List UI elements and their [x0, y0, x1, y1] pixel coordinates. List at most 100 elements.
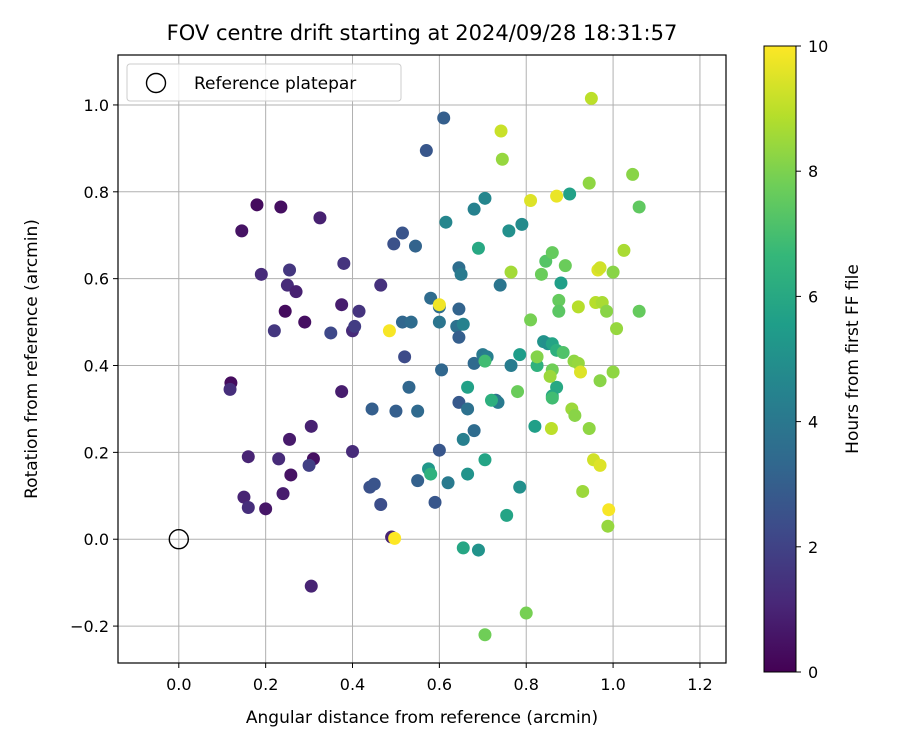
x-tick-label: 0.4 — [340, 675, 365, 694]
data-point — [272, 452, 286, 466]
y-tick-label: 0.2 — [84, 443, 109, 462]
data-point — [298, 315, 312, 329]
y-tick-label: 0.8 — [84, 183, 109, 202]
colorbar: 0 2 4 6 8 10 Hours from first FF file — [763, 37, 863, 682]
data-point — [461, 402, 475, 416]
data-point — [545, 246, 559, 260]
data-point — [324, 326, 338, 340]
data-point — [382, 324, 396, 338]
data-point — [576, 484, 590, 498]
data-points — [223, 91, 646, 642]
data-point — [550, 189, 564, 203]
data-point — [337, 256, 351, 270]
x-tick-label: 0.8 — [514, 675, 539, 694]
colorbar-tick-label: 8 — [808, 162, 818, 181]
data-point — [388, 531, 402, 545]
data-point — [235, 224, 249, 238]
data-point — [284, 468, 298, 482]
data-point — [519, 606, 533, 620]
data-point — [544, 421, 558, 435]
y-tick-label: 1.0 — [84, 96, 109, 115]
data-point — [478, 354, 492, 368]
data-point — [441, 476, 455, 490]
data-point — [500, 508, 514, 522]
data-point — [374, 278, 388, 292]
y-axis-ticks: −0.2 0.0 0.2 0.4 0.6 0.8 1.0 — [70, 96, 118, 636]
data-point — [274, 200, 288, 214]
data-point — [348, 319, 362, 333]
colorbar-tick-label: 4 — [808, 413, 818, 432]
legend-box — [126, 63, 402, 102]
data-point — [574, 365, 588, 379]
data-point — [456, 317, 470, 331]
data-point — [606, 365, 620, 379]
data-point — [304, 419, 318, 433]
data-point — [304, 579, 318, 593]
data-point — [493, 278, 507, 292]
data-point — [352, 304, 366, 318]
data-point — [435, 363, 449, 377]
data-point — [494, 124, 508, 138]
data-point — [461, 467, 475, 481]
data-point — [283, 263, 297, 277]
data-point — [610, 322, 624, 336]
data-point — [276, 487, 290, 501]
data-point — [515, 217, 529, 231]
data-point — [237, 490, 251, 504]
colorbar-tick-label: 0 — [808, 663, 818, 682]
data-point — [241, 501, 255, 515]
data-point — [467, 356, 481, 370]
colorbar-tick-label: 2 — [808, 538, 818, 557]
data-point — [432, 298, 446, 312]
data-point — [432, 315, 446, 329]
legend-label: Reference platepar — [194, 74, 356, 94]
data-point — [437, 111, 451, 125]
data-point — [346, 445, 360, 459]
data-point — [513, 480, 527, 494]
x-tick-label: 0.0 — [166, 675, 191, 694]
data-point — [254, 267, 268, 281]
data-point — [387, 237, 401, 251]
data-point — [302, 458, 316, 472]
colorbar-label: Hours from first FF file — [843, 264, 863, 454]
data-point — [289, 285, 303, 299]
data-point — [534, 267, 548, 281]
grid-lines — [118, 55, 726, 663]
data-point — [452, 302, 466, 316]
data-point — [582, 176, 596, 190]
data-point — [424, 467, 438, 481]
data-point — [593, 261, 607, 275]
data-point — [454, 267, 468, 281]
data-point — [563, 187, 577, 201]
data-point — [452, 330, 466, 344]
y-axis-label: Rotation from reference (arcmin) — [22, 219, 42, 499]
data-point — [335, 298, 349, 312]
data-point — [524, 313, 538, 327]
x-tick-label: 1.0 — [600, 675, 625, 694]
data-point — [584, 91, 598, 105]
data-point — [283, 432, 297, 446]
data-point — [556, 345, 570, 359]
data-point — [571, 300, 585, 314]
legend-marker-icon — [145, 72, 167, 94]
x-tick-label: 1.2 — [687, 675, 712, 694]
x-axis-ticks: 0.0 0.2 0.4 0.6 0.8 1.0 1.2 — [166, 663, 713, 694]
data-point — [632, 304, 646, 318]
data-point — [593, 458, 607, 472]
data-point — [411, 404, 425, 418]
data-point — [241, 450, 255, 464]
data-point — [411, 474, 425, 488]
data-point — [582, 421, 596, 435]
data-point — [511, 385, 525, 399]
data-point — [600, 304, 614, 318]
chart-title: FOV centre drift starting at 2024/09/28 … — [167, 21, 678, 45]
colorbar-tick-label: 10 — [808, 37, 828, 56]
data-point — [428, 495, 442, 509]
y-tick-label: 0.6 — [84, 270, 109, 289]
data-point — [398, 350, 412, 364]
data-point — [545, 391, 559, 405]
colorbar-gradient — [763, 45, 797, 673]
data-point — [408, 239, 422, 253]
data-point — [524, 193, 538, 207]
data-point — [593, 374, 607, 388]
